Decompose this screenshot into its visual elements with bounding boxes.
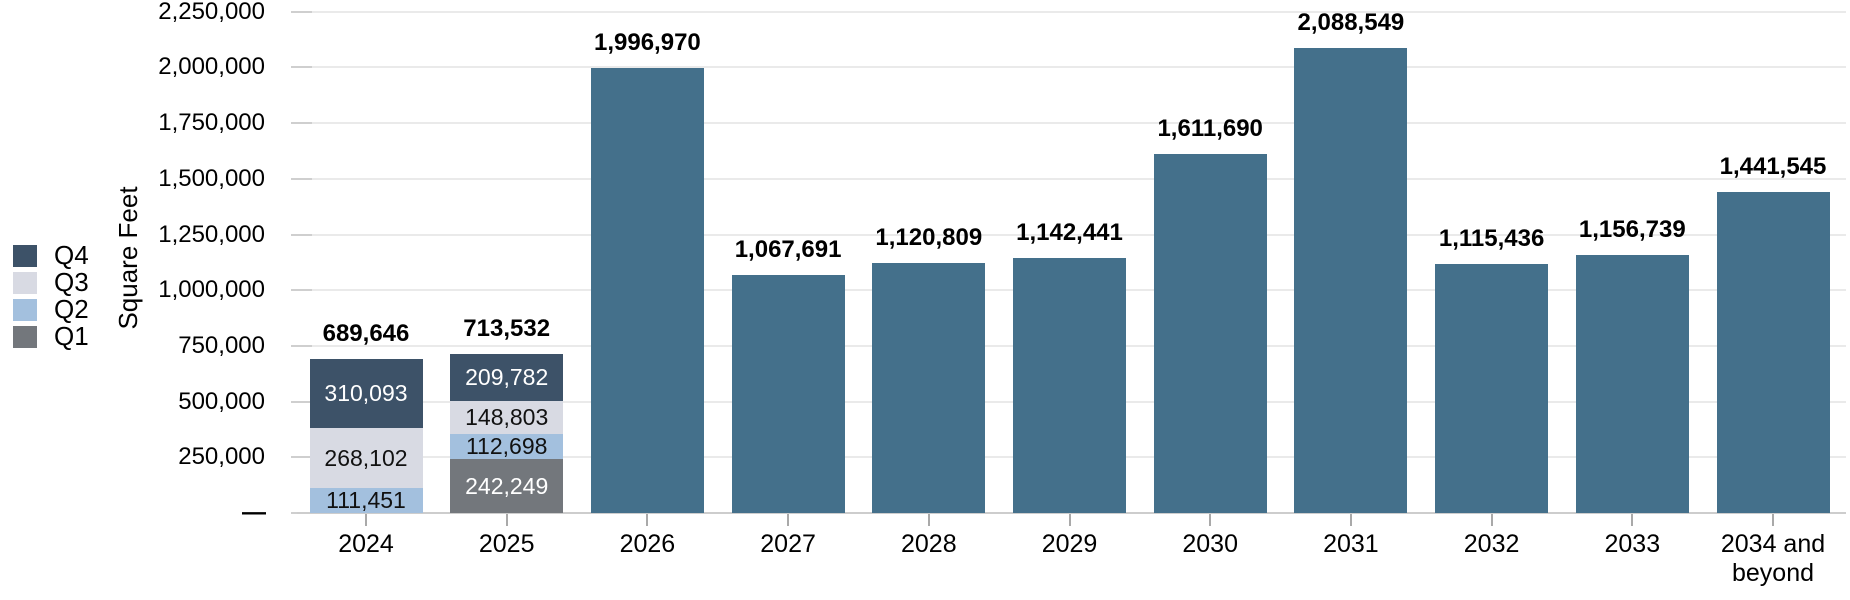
x-tick-mark [927,514,930,526]
y-tick-label: 250,000 [178,443,265,471]
bar-total-label: 1,142,441 [1016,219,1123,247]
x-axis-label: 2031 [1323,530,1379,558]
bar-total-label: 713,532 [463,315,551,343]
x-axis-label: 2027 [760,530,816,558]
x-axis-label: 2028 [900,530,957,558]
legend-label: Q1 [54,321,89,351]
bar-segment [1716,191,1830,513]
legend-label: Q2 [54,294,89,324]
bar-segment-label: 242,249 [465,472,549,499]
legend-swatch-q3 [13,271,37,294]
x-axis-line [297,512,1846,514]
bar-total-label: 1,115,436 [1438,225,1545,253]
legend-swatch-q4 [13,244,37,267]
bar-segment-q2: 111,451 [309,487,423,514]
y-tick-label: 1,750,000 [158,109,265,137]
bar-segment-q1: 242,249 [450,459,564,513]
bar-segment-q3: 268,102 [309,428,423,489]
x-axis-label: 2026 [619,530,676,558]
bar-segment [872,263,986,513]
bar-segment-q2: 112,698 [450,432,564,459]
legend: Q4 Q3 Q2 Q1 [13,240,89,351]
legend-label: Q4 [54,240,89,270]
x-tick-mark [1631,514,1634,526]
y-tick-mark [291,289,312,292]
x-tick-mark [1349,514,1352,526]
bar-total-label: 1,611,690 [1157,114,1263,142]
legend-item-q1: Q1 [13,321,89,351]
bar-segment [1575,255,1689,513]
gridline [297,177,1846,180]
y-tick-label: 1,500,000 [158,164,265,192]
x-axis-label: 2032 [1463,530,1520,558]
y-tick-label: — [242,499,266,526]
bar-segment [590,68,704,513]
x-tick-mark [787,514,790,526]
bar-segment [1013,258,1126,513]
bar-total-label: 1,441,545 [1719,152,1827,180]
x-axis-label: 2025 [478,530,535,558]
x-tick-mark [1772,514,1774,526]
y-tick-mark [291,400,312,403]
bar-total-label: 1,996,970 [594,29,701,57]
y-tick-label: 1,000,000 [158,276,265,304]
bar-segment-label: 268,102 [324,444,408,471]
x-tick-mark [1209,514,1212,526]
bar-segment-q3: 148,803 [450,400,564,434]
y-tick-label: 750,000 [178,331,265,359]
gridline [297,122,1846,125]
bar-segment [1294,47,1408,513]
y-tick-mark [291,456,312,459]
bar-segment-label: 310,093 [324,380,408,407]
x-tick-mark [365,514,367,526]
bar-total-label: 1,156,739 [1578,216,1686,244]
x-tick-mark [646,514,649,526]
gridline [297,233,1846,236]
y-tick-label: 2,250,000 [158,0,265,25]
x-axis-label: 2030 [1182,530,1238,558]
bar-segment [1153,153,1267,513]
y-tick-mark [291,177,312,180]
bar-total-label: 1,067,691 [734,236,842,264]
legend-item-q4: Q4 [13,240,89,270]
bar-segment-label: 148,803 [465,403,549,430]
bar-segment-q4: 209,782 [450,354,564,401]
gridline [297,66,1846,69]
x-axis-label: 2024 [338,530,394,558]
bar-segment-label: 111,451 [326,487,406,514]
bar-total-label: 2,088,549 [1297,8,1405,36]
bar-segment [1435,264,1549,513]
bar-segment-q4: 310,093 [309,359,423,429]
y-tick-mark [291,344,312,347]
legend-item-q2: Q2 [13,294,89,324]
y-tick-mark [291,10,312,13]
y-tick-mark [291,233,312,236]
x-axis-label: 2033 [1604,530,1661,558]
legend-swatch-q2 [13,298,37,321]
y-tick-mark [291,66,312,69]
y-tick-mark [291,122,312,125]
bar-segment-label: 209,782 [465,363,549,390]
x-axis-label: 2029 [1041,530,1098,558]
x-tick-mark [505,514,508,526]
x-tick-mark [1068,514,1071,526]
y-tick-label: 500,000 [178,387,265,415]
legend-swatch-q1 [13,325,37,348]
x-axis-label: 2034 and beyond [1720,530,1826,587]
bar-segment [731,275,845,513]
x-tick-mark [1490,514,1493,526]
bar-total-label: 689,646 [322,320,410,348]
legend-label: Q3 [54,267,89,297]
y-tick-label: 1,250,000 [158,220,265,248]
bar-segment-label: 112,698 [465,432,548,459]
y-tick-label: 2,000,000 [158,53,265,81]
gridline [297,10,1846,13]
bar-total-label: 1,120,809 [875,224,983,252]
legend-item-q3: Q3 [13,267,89,297]
